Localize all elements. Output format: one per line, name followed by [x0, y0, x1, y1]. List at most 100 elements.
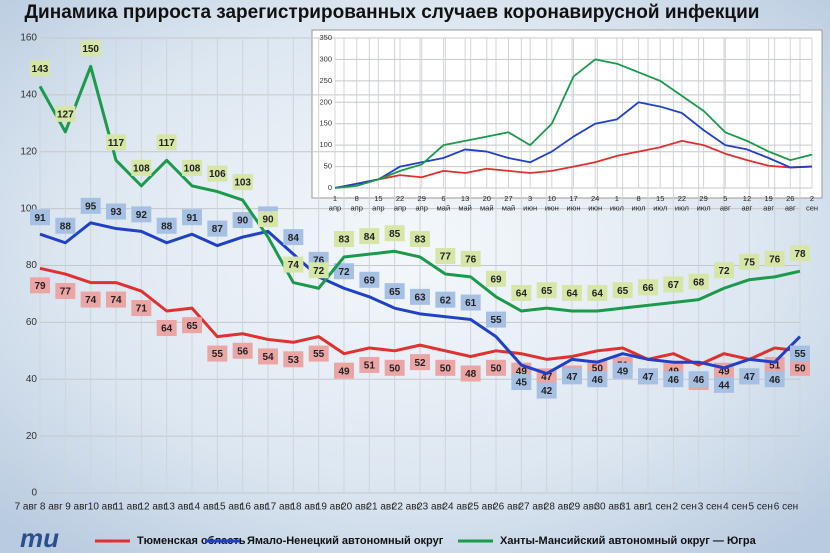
data-label-box: [460, 365, 481, 382]
data-label: 66: [642, 283, 654, 294]
x-tick-label: 22 июл: [675, 194, 689, 213]
data-label-box: [688, 371, 709, 388]
x-tick-label-part: июн: [588, 203, 602, 212]
data-label: 49: [718, 366, 730, 377]
data-label-box: [536, 282, 557, 299]
data-label: 117: [108, 138, 125, 149]
x-tick-label-part: 15: [656, 194, 664, 203]
data-label: 117: [159, 138, 176, 149]
x-tick-label-part: июл: [632, 203, 646, 212]
data-label-box: [790, 345, 810, 362]
data-label: 45: [516, 378, 528, 389]
data-label-box: [384, 225, 405, 242]
data-label: 50: [389, 363, 401, 374]
x-tick-label-part: авг: [785, 203, 796, 212]
y-tick-label: 160: [20, 33, 37, 44]
data-label: 83: [414, 235, 426, 246]
x-tick-label-part: 8: [636, 194, 640, 203]
data-label-box: [30, 209, 50, 226]
data-label-box: [562, 285, 582, 301]
data-label-box: [182, 317, 202, 334]
x-tick-label-part: авг: [763, 203, 774, 212]
data-label: 55: [313, 349, 325, 360]
x-tick-label-part: апр: [350, 203, 362, 212]
data-label: 83: [338, 235, 350, 246]
data-label: 106: [209, 169, 226, 180]
x-tick-label: 21 авг: [366, 502, 395, 513]
x-tick-label: 29 июл: [697, 194, 711, 213]
x-tick-label-part: 24: [591, 194, 599, 203]
data-label: 69: [364, 275, 376, 286]
x-tick-label-part: 29: [418, 194, 426, 203]
x-tick-label-part: июл: [697, 203, 711, 212]
y-tick-label: 50: [324, 162, 332, 171]
x-tick-label: 13 авг: [164, 502, 193, 513]
legend-label: Ханты-Мансийский автономный округ — Югра: [500, 535, 757, 547]
data-label: 79: [34, 281, 46, 292]
data-label: 46: [592, 375, 604, 386]
data-label: 65: [541, 286, 553, 297]
x-tick-label-part: 15: [374, 194, 382, 203]
x-tick-label: 17 июн: [567, 194, 581, 213]
x-tick-label: 27 май: [502, 194, 516, 213]
data-label-box: [106, 134, 126, 151]
data-label-box: [334, 230, 354, 247]
data-label: 65: [186, 321, 198, 332]
y-tick-label: 140: [20, 90, 37, 101]
x-tick-label-part: 27: [504, 194, 512, 203]
data-label-box: [384, 283, 405, 300]
x-tick-label-part: авг: [720, 203, 731, 212]
x-tick-label-part: 26: [786, 194, 794, 203]
legend-label: Тюменская область: [137, 535, 246, 547]
data-label: 77: [60, 287, 72, 298]
data-label-box: [131, 300, 152, 317]
data-label-box: [688, 273, 709, 290]
x-tick-label: 19 авг: [763, 194, 774, 213]
data-label: 143: [32, 64, 49, 75]
data-label: 103: [234, 178, 251, 189]
data-label: 46: [693, 375, 705, 386]
x-tick-label: 19 авг: [316, 502, 345, 513]
data-label-box: [384, 359, 405, 376]
data-label-box: [638, 279, 658, 296]
x-tick-label-part: май: [437, 203, 451, 212]
x-tick-label: 10 авг: [88, 502, 117, 513]
x-tick-label: 2 сен: [672, 502, 696, 513]
series-line: [334, 139, 813, 189]
data-label: 84: [364, 232, 376, 243]
x-tick-label: 26 авг: [493, 502, 522, 513]
data-label: 61: [465, 298, 477, 309]
data-label-box: [258, 348, 278, 365]
x-tick-label: 29 авг: [569, 502, 598, 513]
data-label-box: [131, 206, 152, 223]
data-label-box: [156, 217, 177, 234]
x-tick-label: 8 авг: [40, 502, 63, 513]
x-tick-label-part: 1: [615, 194, 619, 203]
x-tick-label: 7 авг: [15, 502, 38, 513]
data-label-box: [587, 371, 608, 388]
y-tick-label: 0: [328, 183, 332, 192]
data-label-box: [207, 220, 228, 237]
data-label-box: [435, 359, 456, 376]
data-label: 78: [794, 249, 806, 260]
data-label: 77: [440, 252, 452, 263]
x-tick-label: 24 июн: [588, 194, 602, 213]
x-tick-label: 6 сен: [774, 502, 798, 513]
x-tick-label: 16 авг: [240, 502, 269, 513]
data-label: 74: [85, 295, 97, 306]
x-tick-label: 8 июл: [632, 194, 646, 213]
x-tick-label-part: 2: [810, 194, 814, 203]
data-label-box: [764, 371, 785, 388]
y-tick-label: 100: [319, 140, 332, 149]
x-tick-label: 4 сен: [723, 502, 747, 513]
data-label-box: [739, 368, 760, 385]
y-tick-label: 80: [26, 260, 38, 271]
data-label: 52: [414, 358, 426, 369]
x-tick-label: 1 июл: [610, 194, 624, 213]
x-tick-label-part: июл: [610, 203, 624, 212]
x-tick-label-part: апр: [329, 203, 341, 212]
data-label-box: [308, 262, 329, 279]
data-label-box: [106, 203, 126, 220]
data-label-box: [334, 263, 354, 280]
data-label-box: [55, 283, 76, 300]
